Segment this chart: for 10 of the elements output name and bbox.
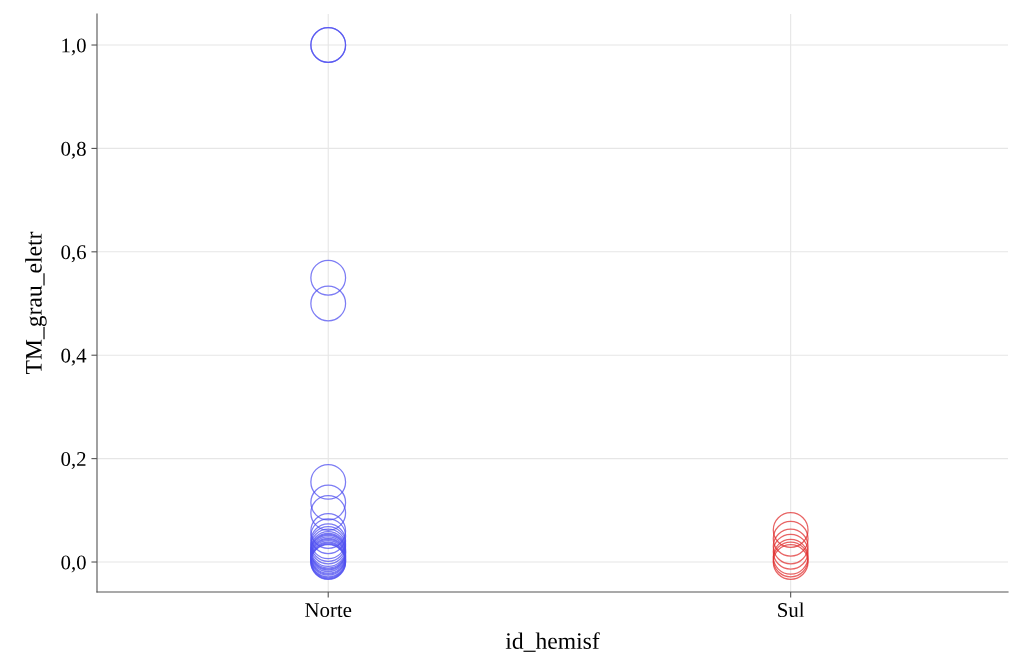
x-tick-label: Norte	[305, 603, 352, 618]
y-tick-label: 1,0	[62, 38, 86, 56]
y-tick-label: 0,6	[61, 245, 86, 263]
y-tick-label: 0,4	[61, 348, 87, 366]
y-tick-label: 0,0	[61, 555, 86, 573]
y-axis-title: TM_grau_eletr	[25, 231, 47, 375]
y-tick-label: 0,2	[61, 451, 86, 470]
x-axis-title: id_hemisf	[505, 632, 600, 652]
y-tick-label: 0,8	[61, 141, 86, 159]
x-tick-label: Sul	[778, 602, 805, 618]
